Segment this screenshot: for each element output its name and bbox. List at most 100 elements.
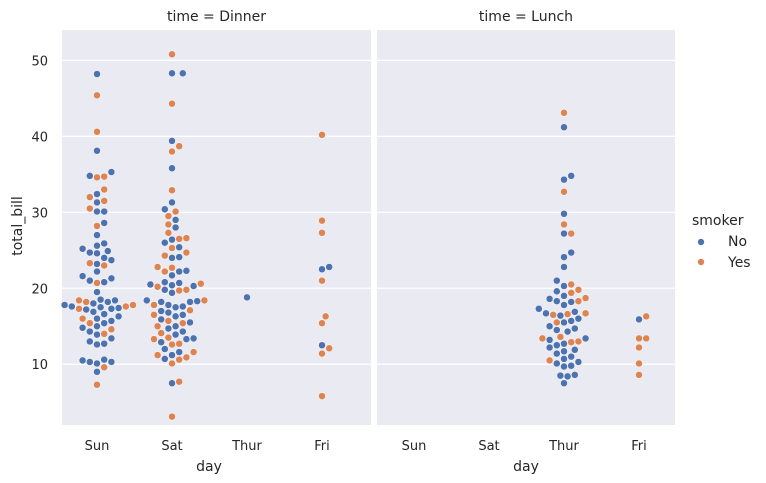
point-yes-sat bbox=[150, 335, 158, 343]
point-no-sat bbox=[171, 322, 180, 330]
point-no-thur bbox=[560, 379, 568, 387]
point-yes-fri bbox=[318, 392, 326, 400]
x-tick-label-sat: Sat bbox=[161, 439, 182, 454]
point-no-sun bbox=[104, 298, 112, 306]
point-no-thur bbox=[560, 263, 568, 271]
point-no-thur bbox=[553, 326, 561, 334]
point-no-thur bbox=[553, 341, 561, 349]
point-yes-sat bbox=[182, 248, 191, 257]
point-no-sun bbox=[93, 190, 101, 198]
point-no-sun bbox=[100, 207, 108, 216]
point-no-sun bbox=[100, 254, 108, 262]
point-no-thur bbox=[567, 248, 575, 257]
point-no-sun bbox=[107, 334, 116, 343]
point-yes-thur bbox=[574, 337, 583, 346]
point-no-sun bbox=[104, 247, 112, 255]
point-no-sun bbox=[100, 219, 108, 227]
point-no-thur bbox=[553, 287, 561, 296]
point-no-sun bbox=[93, 330, 101, 339]
point-no-sat bbox=[157, 315, 165, 324]
point-no-sun bbox=[93, 231, 101, 239]
point-no-sun bbox=[93, 314, 101, 323]
point-no-thur bbox=[567, 317, 575, 325]
point-no-sat bbox=[186, 318, 194, 327]
point-yes-sun bbox=[100, 197, 108, 205]
point-no-sun bbox=[93, 207, 101, 216]
y-axis-label: total_bill bbox=[10, 196, 26, 256]
point-yes-sat bbox=[150, 301, 158, 309]
point-yes-sat bbox=[168, 244, 176, 252]
point-no-sat bbox=[182, 267, 191, 275]
point-no-thur bbox=[542, 309, 550, 318]
point-no-sat bbox=[179, 327, 187, 336]
point-no-sun bbox=[93, 241, 101, 250]
point-no-thur bbox=[553, 359, 561, 368]
point-yes-sat bbox=[153, 283, 162, 291]
panel-lunch: time = Lunch Sun Sat Thur Fri day bbox=[377, 9, 675, 475]
point-no-thur bbox=[560, 210, 568, 218]
point-yes-thur bbox=[563, 310, 572, 318]
point-no-sat bbox=[175, 348, 183, 356]
point-no-sat bbox=[168, 271, 176, 280]
point-yes-thur bbox=[574, 286, 583, 294]
point-no-sun bbox=[107, 358, 116, 366]
point-yes-thur bbox=[567, 280, 575, 289]
point-no-sun bbox=[60, 301, 69, 309]
point-yes-fri bbox=[635, 359, 643, 368]
point-no-sat bbox=[164, 308, 173, 317]
point-no-sun bbox=[86, 337, 94, 346]
point-no-sun bbox=[96, 295, 105, 304]
panel-lunch-background bbox=[377, 30, 675, 425]
point-no-thur bbox=[556, 371, 565, 380]
y-tick-label-50: 50 bbox=[31, 54, 48, 69]
point-no-thur bbox=[545, 343, 554, 352]
point-yes-thur bbox=[560, 109, 568, 117]
point-yes-sat bbox=[161, 267, 169, 276]
point-no-sat bbox=[161, 278, 169, 286]
x-tick-label-sun: Sun bbox=[402, 439, 427, 454]
point-no-sun bbox=[107, 317, 116, 325]
point-no-thur bbox=[571, 346, 579, 354]
legend-marker-no bbox=[697, 238, 705, 246]
point-yes-sun bbox=[93, 128, 101, 136]
point-no-sun bbox=[100, 355, 108, 364]
panel-lunch-x-axis-label: day bbox=[513, 459, 539, 475]
point-yes-sat bbox=[179, 319, 187, 327]
point-yes-fri bbox=[318, 276, 326, 285]
point-no-sun bbox=[107, 256, 116, 264]
x-tick-label-thur: Thur bbox=[231, 439, 262, 454]
point-yes-sat bbox=[189, 348, 198, 356]
point-no-sun bbox=[93, 198, 101, 207]
point-no-sun bbox=[100, 339, 108, 348]
point-no-sun bbox=[93, 267, 101, 276]
point-yes-sat bbox=[171, 207, 180, 216]
point-yes-sun bbox=[107, 325, 116, 334]
point-no-sat bbox=[171, 216, 180, 224]
point-no-sun bbox=[107, 274, 116, 283]
point-yes-thur bbox=[553, 318, 561, 327]
point-no-sun bbox=[93, 359, 101, 368]
point-yes-sat bbox=[164, 220, 173, 229]
point-no-sun bbox=[96, 303, 105, 312]
point-yes-sun bbox=[93, 380, 101, 389]
point-no-thur bbox=[560, 253, 568, 261]
point-no-sat bbox=[182, 335, 191, 343]
x-tick-label-fri: Fri bbox=[314, 439, 330, 454]
point-no-thur bbox=[560, 229, 568, 238]
point-no-sat bbox=[171, 223, 180, 232]
point-no-sat bbox=[168, 254, 176, 262]
point-yes-fri bbox=[635, 334, 643, 343]
point-no-sat bbox=[175, 279, 183, 287]
point-no-sat bbox=[157, 338, 165, 346]
point-no-sat bbox=[189, 282, 198, 290]
point-yes-sun bbox=[93, 222, 101, 230]
point-no-thur bbox=[567, 298, 575, 306]
legend-title: smoker bbox=[692, 213, 744, 229]
point-no-sun bbox=[100, 239, 108, 248]
point-no-sat bbox=[179, 302, 187, 311]
point-no-sat bbox=[146, 280, 155, 289]
point-no-sun bbox=[68, 302, 76, 311]
point-yes-sat bbox=[153, 322, 162, 330]
y-tick-label-40: 40 bbox=[31, 130, 48, 145]
